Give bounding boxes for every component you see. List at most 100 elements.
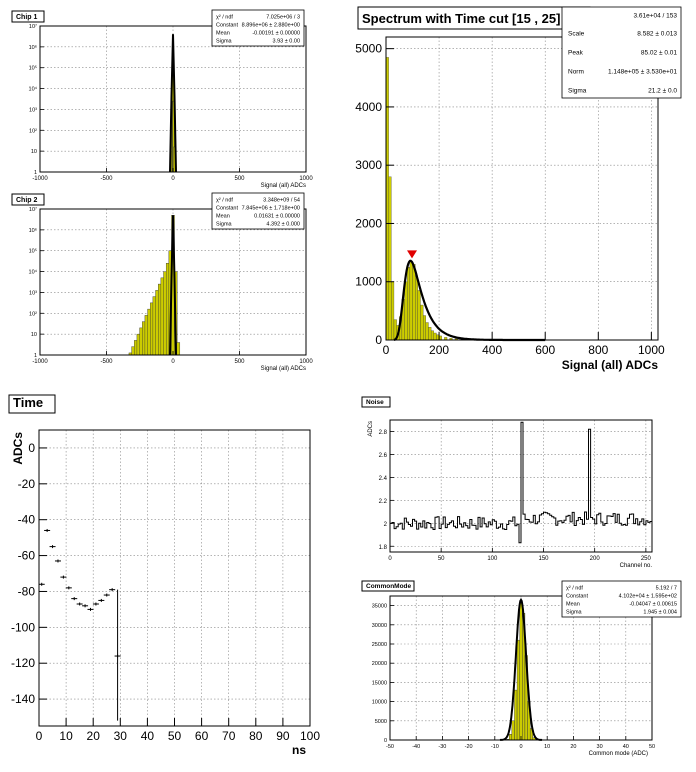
- x-tick-label: -50: [386, 744, 394, 750]
- y-tick-label: 5000: [375, 719, 387, 725]
- y-tick-label: 2.6: [379, 453, 388, 459]
- chart-title: Noise: [366, 399, 384, 406]
- y-tick-label: -120: [11, 656, 35, 670]
- x-tick-label: 500: [234, 176, 245, 182]
- x-tick-label: 10: [59, 729, 73, 743]
- histogram-bin: [430, 330, 434, 341]
- stats-value: 0.01631 ± 0.00000: [254, 214, 300, 220]
- y-tick-label: -80: [18, 584, 36, 598]
- x-tick-label: 100: [487, 556, 498, 562]
- x-tick-label: 100: [300, 729, 320, 743]
- histogram-bin: [388, 176, 392, 341]
- y-tick-label: 10⁶: [29, 44, 37, 51]
- y-tick-label: -20: [18, 477, 36, 491]
- y-tick-label: 10⁵: [29, 248, 37, 255]
- y-tick-label: 10⁵: [29, 65, 37, 72]
- histogram-bin: [428, 327, 432, 341]
- stats-box: [561, 580, 682, 618]
- histogram-bin: [519, 601, 523, 741]
- x-tick-label: 0: [383, 343, 390, 357]
- noise-chart: 0 50 100 150 200 250 1.8 2 2.2 2.4 2.6 2.8 Channel n…: [361, 396, 653, 569]
- chip2-chart: -1000 -500 0 500 1000 1 10 10² 10³ 10⁴ 10⁵ 10⁶ 10⁷ Si…: [11, 192, 313, 372]
- stats-value: 8.896e+06 ± 2.880e+00: [242, 23, 300, 29]
- y-tick-label: 1: [34, 170, 37, 176]
- x-tick-label: 1000: [299, 176, 313, 182]
- stats-value: 5.192 / 7: [656, 586, 677, 592]
- x-tick-label: 200: [429, 343, 449, 357]
- x-tick-label: 50: [438, 556, 445, 562]
- histogram-bin: [516, 639, 520, 741]
- spectrum-chart: 0 200 400 600 800 1000 0 1000 2000 3000 4000 5000 Si…: [355, 6, 682, 372]
- stats-label: Peak: [568, 49, 584, 56]
- x-tick-label: 400: [482, 343, 502, 357]
- stats-value: 21.2 ± 0.0: [648, 87, 677, 94]
- stats-value: 3.93 ± 0.00: [273, 39, 300, 45]
- x-axis-label: Signal (all) ADCs: [261, 183, 306, 189]
- plot-frame: [389, 419, 653, 553]
- x-tick-label: 200: [590, 556, 601, 562]
- x-tick-label: -1000: [32, 176, 48, 182]
- x-tick-label: -500: [100, 176, 113, 182]
- x-tick-label: 90: [276, 729, 290, 743]
- y-tick-label: 30000: [372, 623, 387, 629]
- y-tick-label: 1: [34, 353, 37, 359]
- stats-label: Mean: [216, 214, 230, 220]
- histogram-bin: [511, 720, 515, 741]
- x-tick-label: 70: [222, 729, 236, 743]
- stats-label: χ² / ndf: [566, 586, 583, 592]
- stats-value: 85.02 ± 0.01: [641, 49, 677, 56]
- x-tick-label: 10: [544, 744, 550, 750]
- y-tick-label: 10³: [29, 290, 37, 296]
- stats-label: Mean: [216, 31, 230, 37]
- stats-value: 7.025e+06 / 3: [266, 15, 300, 21]
- fit-curve: [169, 34, 177, 173]
- y-tick-label: 10: [31, 332, 37, 338]
- x-tick-label: -500: [100, 359, 113, 365]
- stats-label: Scale: [568, 30, 585, 37]
- x-tick-label: 600: [535, 343, 555, 357]
- stats-value: 7.845e+06 ± 1.718e+00: [242, 206, 300, 212]
- stats-value: 3.348e+09 / 54: [263, 198, 300, 204]
- x-tick-label: -40: [412, 744, 420, 750]
- x-tick-label: 20: [570, 744, 576, 750]
- x-tick-label: 50: [649, 744, 655, 750]
- y-tick-label: 2.8: [379, 430, 388, 436]
- stats-label: Mean: [566, 602, 580, 608]
- chart-title-box: [361, 580, 415, 592]
- stats-label: χ² / ndf: [216, 198, 233, 204]
- peak-marker: [407, 250, 418, 259]
- y-tick-label: 1.8: [379, 545, 388, 551]
- stats-label: Constant: [566, 594, 588, 600]
- stats-value: -0.00191 ± 0.00000: [252, 31, 300, 37]
- x-tick-label: -20: [465, 744, 473, 750]
- stats-label: Sigma: [566, 610, 583, 616]
- x-tick-label: 30: [597, 744, 603, 750]
- x-tick-label: 50: [168, 729, 182, 743]
- histogram-bin: [423, 315, 426, 341]
- x-tick-label: 20: [87, 729, 101, 743]
- y-tick-label: 2.4: [379, 476, 388, 482]
- stats-value: 4.102e+04 ± 1.595e+02: [619, 594, 677, 600]
- x-axis-label: Common mode (ADC): [589, 751, 648, 757]
- y-axis-label: ADCs: [368, 421, 374, 437]
- x-tick-label: 150: [539, 556, 550, 562]
- stats-value: 4.392 ± 0.000: [266, 222, 300, 228]
- y-tick-label: 2.2: [379, 499, 388, 505]
- y-tick-label: 10⁷: [29, 23, 37, 30]
- histogram-bin: [420, 304, 424, 341]
- histogram-bin: [417, 290, 421, 341]
- chart-title: Time: [13, 395, 43, 410]
- commonmode-chart: -50 -40 -30 -20 -10 0 10 20 30 40 50 0 5000 10000 1500…: [361, 580, 682, 757]
- y-tick-label: 0: [375, 333, 382, 347]
- histogram-bin: [412, 264, 416, 341]
- x-axis-label: Signal (all) ADCs: [261, 366, 306, 372]
- stats-label: Sigma: [216, 39, 233, 45]
- y-tick-label: 0: [384, 738, 387, 744]
- chart-title-box: [361, 396, 391, 408]
- stats-value: 1.945 ± 0.004: [643, 610, 677, 616]
- noise-trace: [390, 421, 653, 544]
- y-tick-label: 10²: [29, 128, 37, 134]
- x-tick-label: 0: [171, 176, 175, 182]
- histogram-bin: [409, 261, 413, 341]
- x-tick-label: 40: [623, 744, 629, 750]
